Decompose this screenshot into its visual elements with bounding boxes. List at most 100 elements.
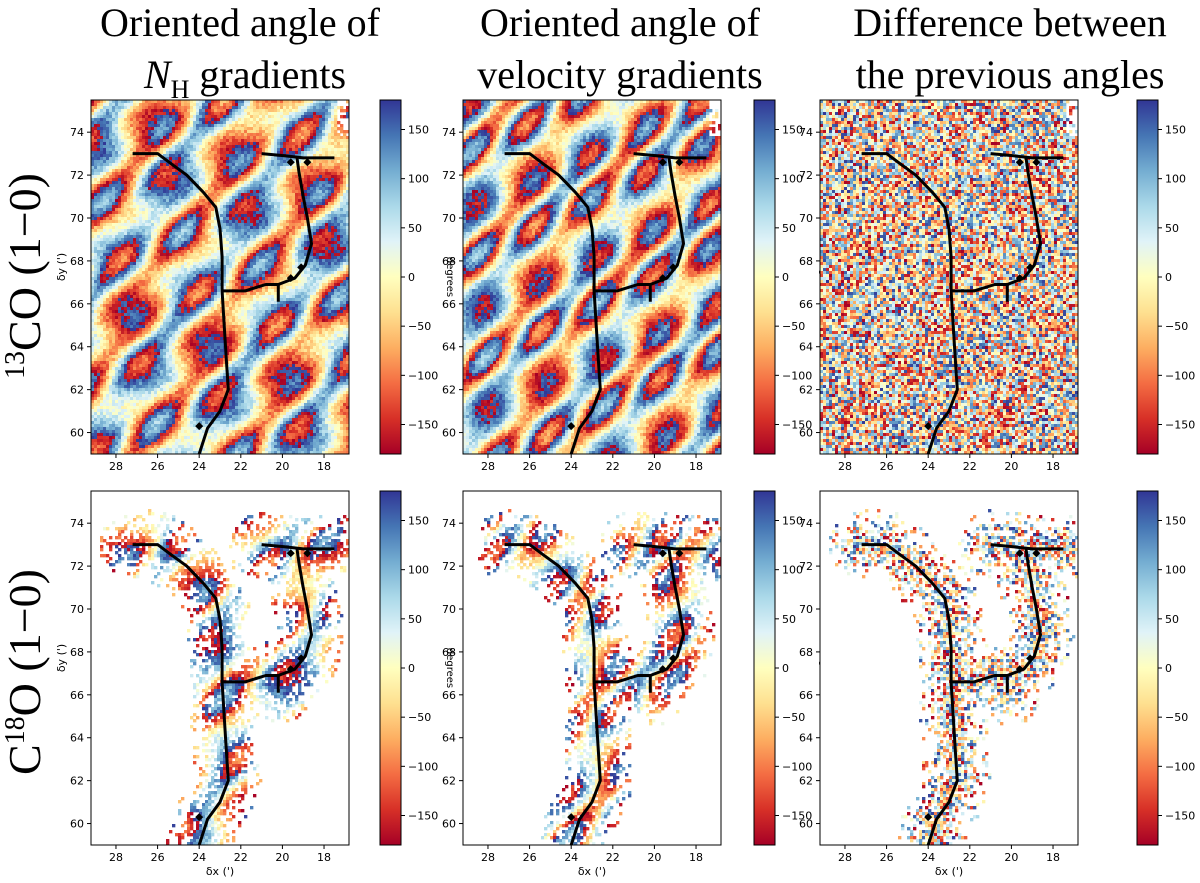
y-axis-label: δy (') — [55, 253, 68, 281]
filament-branch-4 — [261, 152, 335, 160]
filament-node-2 — [303, 158, 312, 167]
filament-branch-2 — [594, 674, 652, 693]
colorbar-tick-label: 0 — [782, 662, 789, 675]
y-tick-label: 70 — [799, 212, 813, 225]
filament-branch-1 — [132, 543, 230, 845]
filament-node-3 — [669, 263, 678, 272]
y-tick-label: 74 — [70, 517, 84, 530]
x-tick-label: 28 — [481, 851, 495, 864]
x-tick-label: 28 — [109, 851, 123, 864]
column-title-3-line2: the previous angles — [856, 52, 1165, 97]
column-title-2-line1: Oriented angle of — [480, 0, 761, 45]
colorbar-tick-label: 0 — [408, 271, 415, 284]
panel-2-1: 28 26 24 22 20 18 60 62 64 66 68 70 72 74 δx (') δy (')… — [55, 490, 455, 878]
x-tick-label: 26 — [151, 851, 165, 864]
filament-branch-2 — [594, 283, 652, 302]
panel-2-2: 28 26 24 22 20 18 60 62 64 66 68 70 72 74 δx (') 150 100… — [442, 490, 829, 878]
y-tick-label: 66 — [70, 298, 84, 311]
filament-node-3 — [1026, 263, 1035, 272]
heatmap-pixels — [478, 509, 721, 845]
y-tick-label: 74 — [799, 126, 813, 139]
x-tick-label: 24 — [192, 851, 206, 864]
y-tick-label: 70 — [70, 212, 84, 225]
panel-frame — [462, 99, 722, 455]
column-title-3: Difference between the previous angles — [853, 0, 1167, 97]
filament-node-4 — [1015, 274, 1024, 283]
x-tick-label: 20 — [1004, 851, 1018, 864]
y-tick-label: 62 — [442, 775, 456, 788]
colorbar-tick-label: −100 — [408, 760, 438, 773]
filament-node-1 — [1015, 549, 1024, 558]
x-tick-label: 18 — [317, 460, 331, 473]
filament-node-1 — [658, 549, 667, 558]
x-tick-label: 22 — [234, 460, 248, 473]
colorbar-tick-label: 50 — [1165, 222, 1179, 235]
filament-skeleton — [504, 543, 707, 845]
y-tick-label: 74 — [799, 517, 813, 530]
y-tick-label: 66 — [442, 689, 456, 702]
filament-node-2 — [1032, 158, 1041, 167]
filament-node-2 — [675, 549, 684, 558]
heatmap-pixels — [820, 100, 1078, 454]
colorbar-tick-label: 0 — [1165, 271, 1172, 284]
filament-skeleton — [861, 543, 1064, 845]
y-tick-label: 70 — [442, 212, 456, 225]
y-tick-label: 70 — [70, 603, 84, 616]
x-tick-label: 20 — [275, 851, 289, 864]
colorbar-tick-label: 150 — [782, 515, 803, 528]
x-tick-label: 18 — [317, 851, 331, 864]
colorbar-tick-label: 50 — [782, 222, 796, 235]
colorbar-gradient — [1136, 99, 1159, 455]
column-title-1: Oriented angle of NH gradients — [100, 0, 381, 104]
x-tick-label: 22 — [234, 851, 248, 864]
y-tick-label: 64 — [799, 732, 813, 745]
filament-node-3 — [297, 263, 306, 272]
colorbar-tick-label: 100 — [782, 564, 803, 577]
x-tick-label: 18 — [689, 851, 703, 864]
colorbar-tick-label: 150 — [1165, 124, 1186, 137]
y-tick-label: 64 — [70, 341, 84, 354]
filament-node-2 — [675, 158, 684, 167]
colorbar-tick-label: −50 — [408, 711, 431, 724]
filament-node-5 — [195, 813, 204, 822]
x-tick-label: 26 — [523, 460, 537, 473]
colorbar-tick-label: 50 — [408, 222, 422, 235]
filament-branch-2 — [951, 283, 1009, 302]
x-tick-label: 26 — [880, 460, 894, 473]
x-tick-label: 26 — [880, 851, 894, 864]
filament-node-5 — [567, 813, 576, 822]
y-tick-label: 60 — [799, 818, 813, 831]
filament-node-5 — [567, 422, 576, 431]
y-tick-label: 60 — [442, 427, 456, 440]
filament-branch-4 — [990, 152, 1064, 160]
y-tick-label: 62 — [70, 384, 84, 397]
filament-node-2 — [303, 549, 312, 558]
y-tick-label: 60 — [799, 427, 813, 440]
colorbar-tick-label: −150 — [408, 810, 438, 823]
filament-node-3 — [297, 654, 306, 663]
panel-frame — [462, 490, 722, 846]
x-tick-label: 24 — [921, 851, 935, 864]
colorbar-tick-label: −150 — [408, 419, 438, 432]
filament-node-2 — [1032, 549, 1041, 558]
colorbar-tick-label: 0 — [782, 271, 789, 284]
filament-node-5 — [924, 422, 933, 431]
y-tick-label: 72 — [799, 560, 813, 573]
filament-branch-4 — [990, 543, 1064, 551]
panel-frame — [819, 99, 1079, 455]
y-tick-label: 62 — [799, 384, 813, 397]
colorbar-gradient — [1136, 490, 1159, 846]
x-tick-label: 22 — [606, 851, 620, 864]
x-axis-label: δx (') — [935, 865, 963, 878]
x-tick-label: 24 — [921, 460, 935, 473]
y-tick-label: 60 — [442, 818, 456, 831]
filament-node-5 — [195, 422, 204, 431]
colorbar-tick-label: −100 — [782, 369, 812, 382]
column-title-3-line1: Difference between — [853, 0, 1167, 45]
colorbar-label: degrees — [444, 648, 455, 688]
y-tick-label: 64 — [70, 732, 84, 745]
